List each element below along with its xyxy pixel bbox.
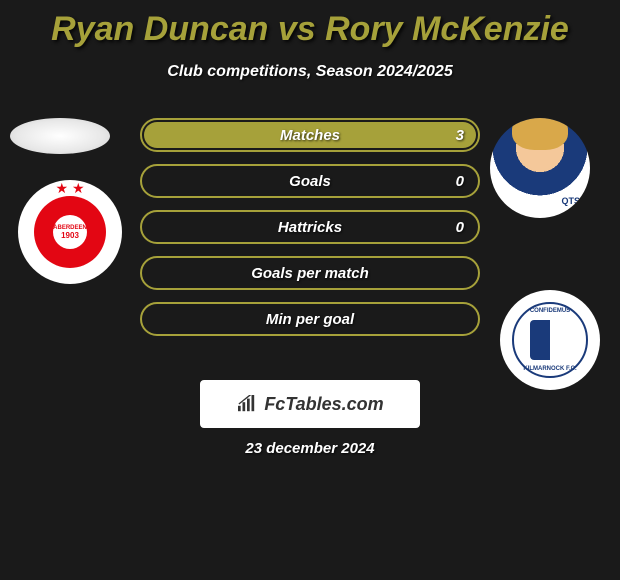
club-left-badge: ★ ★ ABERDEEN 1903 (18, 180, 122, 284)
player-right-photo (490, 118, 590, 218)
date: 23 december 2024 (0, 440, 620, 457)
stat-bar: Min per goal (140, 302, 480, 336)
stat-bar-label: Min per goal (266, 311, 354, 328)
branding-text: FcTables.com (264, 394, 383, 415)
branding: FcTables.com (200, 380, 420, 428)
club-right-badge: CONFIDEMUS KILMARNOCK F.C. (500, 290, 600, 390)
page-title: Ryan Duncan vs Rory McKenzie (0, 0, 620, 49)
subtitle: Club competitions, Season 2024/2025 (0, 63, 620, 81)
stat-bar: Hattricks 0 (140, 210, 480, 244)
club-right-motto: CONFIDEMUS (530, 308, 570, 314)
stat-bar: Matches 3 (140, 118, 480, 152)
stat-bar-label: Goals (289, 173, 331, 190)
stat-bar-label: Goals per match (251, 265, 369, 282)
player-left-photo (10, 118, 110, 154)
stat-bar: Goals 0 (140, 164, 480, 198)
chart-icon (236, 395, 258, 413)
stat-bar-label: Matches (280, 127, 340, 144)
stat-bar-label: Hattricks (278, 219, 342, 236)
stat-bar: Goals per match (140, 256, 480, 290)
club-left-year: 1903 (61, 231, 79, 240)
stat-bar-value: 0 (456, 173, 464, 190)
stat-bar-value: 0 (456, 219, 464, 236)
stat-bar-value: 3 (456, 127, 464, 144)
club-right-name: KILMARNOCK F.C. (523, 366, 576, 372)
stat-bars: Matches 3 Goals 0 Hattricks 0 Goals per match M… (140, 118, 480, 348)
stars-icon: ★ ★ (56, 180, 85, 197)
